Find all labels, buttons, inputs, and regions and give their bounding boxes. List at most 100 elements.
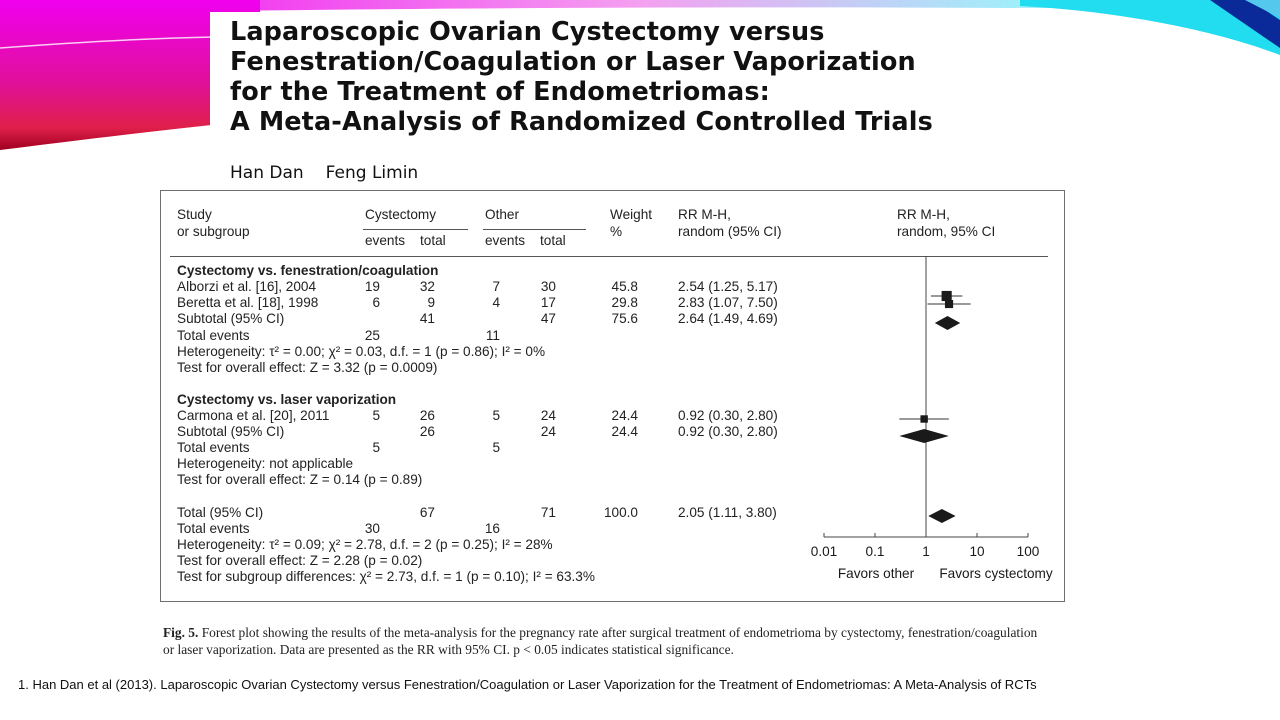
subgroup-heading: Cystectomy vs. fenestration/coagulation: [177, 263, 439, 278]
cystectomy-events: 19: [364, 279, 380, 294]
author: Han Dan: [230, 163, 304, 183]
weight: 24.4: [611, 408, 638, 423]
header-rr: RR M-H,: [678, 207, 731, 222]
other-events: 16: [484, 521, 500, 536]
x-tick-label: 100: [1016, 544, 1040, 559]
header-rr: random (95% CI): [678, 224, 782, 239]
statistic-text: Test for subgroup differences: χ² = 2.73…: [177, 569, 595, 584]
rule: [170, 256, 1048, 257]
study-point: [941, 290, 952, 302]
other-events: 11: [485, 328, 500, 343]
right-swoosh: [1020, 0, 1280, 55]
other-total: 30: [540, 279, 556, 294]
header-other: Other: [485, 207, 519, 222]
weight: 75.6: [611, 311, 638, 326]
rr-ci: 0.92 (0.30, 2.80): [678, 424, 778, 439]
figure-caption: Fig. 5. Forest plot showing the results …: [163, 624, 1043, 658]
x-tick-label: 1: [922, 544, 930, 559]
header-study: Study: [177, 207, 212, 222]
header-cystectomy: Cystectomy: [365, 207, 437, 222]
authors: Han Dan Feng Limin: [230, 163, 440, 183]
other-total: 24: [540, 408, 556, 423]
top-stripe: [0, 0, 1280, 14]
slide-title-line: Laparoscopic Ovarian Cystectomy versus: [230, 17, 825, 47]
statistic-text: Heterogeneity: τ² = 0.00; χ² = 0.03, d.f…: [177, 344, 546, 359]
rr-ci: 2.54 (1.25, 5.17): [678, 279, 778, 294]
cystectomy-events: 25: [364, 328, 380, 343]
header-weight: Weight: [610, 207, 653, 222]
statistic-text: Test for overall effect: Z = 2.28 (p = 0…: [177, 553, 423, 568]
header-weight: %: [610, 224, 623, 239]
study-point: [944, 299, 954, 309]
slide-title-line: Fenestration/Coagulation or Laser Vapori…: [230, 47, 916, 77]
cystectomy-total: 41: [419, 311, 435, 326]
header-events: events: [365, 233, 406, 248]
other-events: 5: [492, 440, 500, 455]
cystectomy-total: 26: [419, 424, 435, 439]
row-label: Alborzi et al. [16], 2004: [177, 279, 317, 294]
weight: 100.0: [603, 505, 638, 520]
row-label: Carmona et al. [20], 2011: [177, 408, 330, 423]
other-events: 7: [492, 279, 500, 294]
row-label: Beretta et al. [18], 1998: [177, 295, 319, 310]
row-label: Subtotal (95% CI): [177, 311, 285, 326]
cystectomy-events: 5: [372, 408, 380, 423]
other-events: 4: [492, 295, 500, 310]
statistic-text: Heterogeneity: not applicable: [177, 456, 354, 471]
statistic-text: Test for overall effect: Z = 3.32 (p = 0…: [177, 360, 438, 375]
statistic-text: Test for overall effect: Z = 0.14 (p = 0…: [177, 472, 423, 487]
weight: 29.8: [611, 295, 638, 310]
pooled-diamond: [928, 509, 956, 523]
rule: [363, 229, 468, 230]
row-label: Subtotal (95% CI): [177, 424, 285, 439]
x-tick-label: 10: [969, 544, 985, 559]
other-events: 5: [492, 408, 500, 423]
caption-label: Fig. 5.: [163, 625, 199, 640]
pooled-diamond: [899, 429, 949, 443]
rr-ci: 0.92 (0.30, 2.80): [678, 408, 778, 423]
weight: 24.4: [611, 424, 638, 439]
header-plot: random, 95% CI: [897, 224, 996, 239]
cystectomy-events: 30: [364, 521, 380, 536]
footnote: 1. Han Dan et al (2013). Laparoscopic Ov…: [18, 677, 1037, 692]
pooled-diamond: [934, 316, 961, 330]
rule: [483, 229, 586, 230]
header-total: total: [420, 233, 446, 248]
cystectomy-total: 67: [419, 505, 435, 520]
cystectomy-total: 9: [427, 295, 435, 310]
cystectomy-events: 5: [372, 440, 380, 455]
rr-ci: 2.83 (1.07, 7.50): [678, 295, 778, 310]
rr-ci: 2.05 (1.11, 3.80): [678, 505, 777, 520]
subgroup-heading: Cystectomy vs. laser vaporization: [177, 392, 397, 407]
cystectomy-total: 32: [419, 279, 435, 294]
author: Feng Limin: [325, 163, 419, 183]
forest-plot-figure: [160, 190, 1065, 602]
row-label: Total (95% CI): [177, 505, 264, 520]
header-plot: RR M-H,: [897, 207, 950, 222]
row-label: Total events: [177, 521, 250, 536]
weight: 45.8: [611, 279, 638, 294]
favors-label: Favors cystectomy: [939, 566, 1053, 581]
cystectomy-events: 6: [372, 295, 380, 310]
other-total: 47: [540, 311, 556, 326]
row-label: Total events: [177, 440, 250, 455]
other-total: 17: [540, 295, 556, 310]
caption-text: Forest plot showing the results of the m…: [163, 625, 1038, 657]
slide-background-decoration: [0, 0, 1280, 150]
study-point: [920, 415, 928, 423]
header-total: total: [540, 233, 566, 248]
header-study: or subgroup: [177, 224, 250, 239]
other-total: 24: [540, 424, 556, 439]
cystectomy-total: 26: [419, 408, 435, 423]
slide-title-line: A Meta-Analysis of Randomized Controlled…: [230, 107, 933, 137]
x-tick-label: 0.01: [810, 544, 838, 559]
right-swoosh-dark: [1210, 0, 1280, 48]
other-total: 71: [540, 505, 556, 520]
title-box: Laparoscopic Ovarian Cystectomy versus F…: [210, 12, 1050, 142]
x-tick-label: 0.1: [865, 544, 885, 559]
header-events: events: [485, 233, 526, 248]
row-label: Total events: [177, 328, 250, 343]
slide-title-line: for the Treatment of Endometriomas:: [230, 77, 770, 107]
favors-label: Favors other: [837, 566, 915, 581]
